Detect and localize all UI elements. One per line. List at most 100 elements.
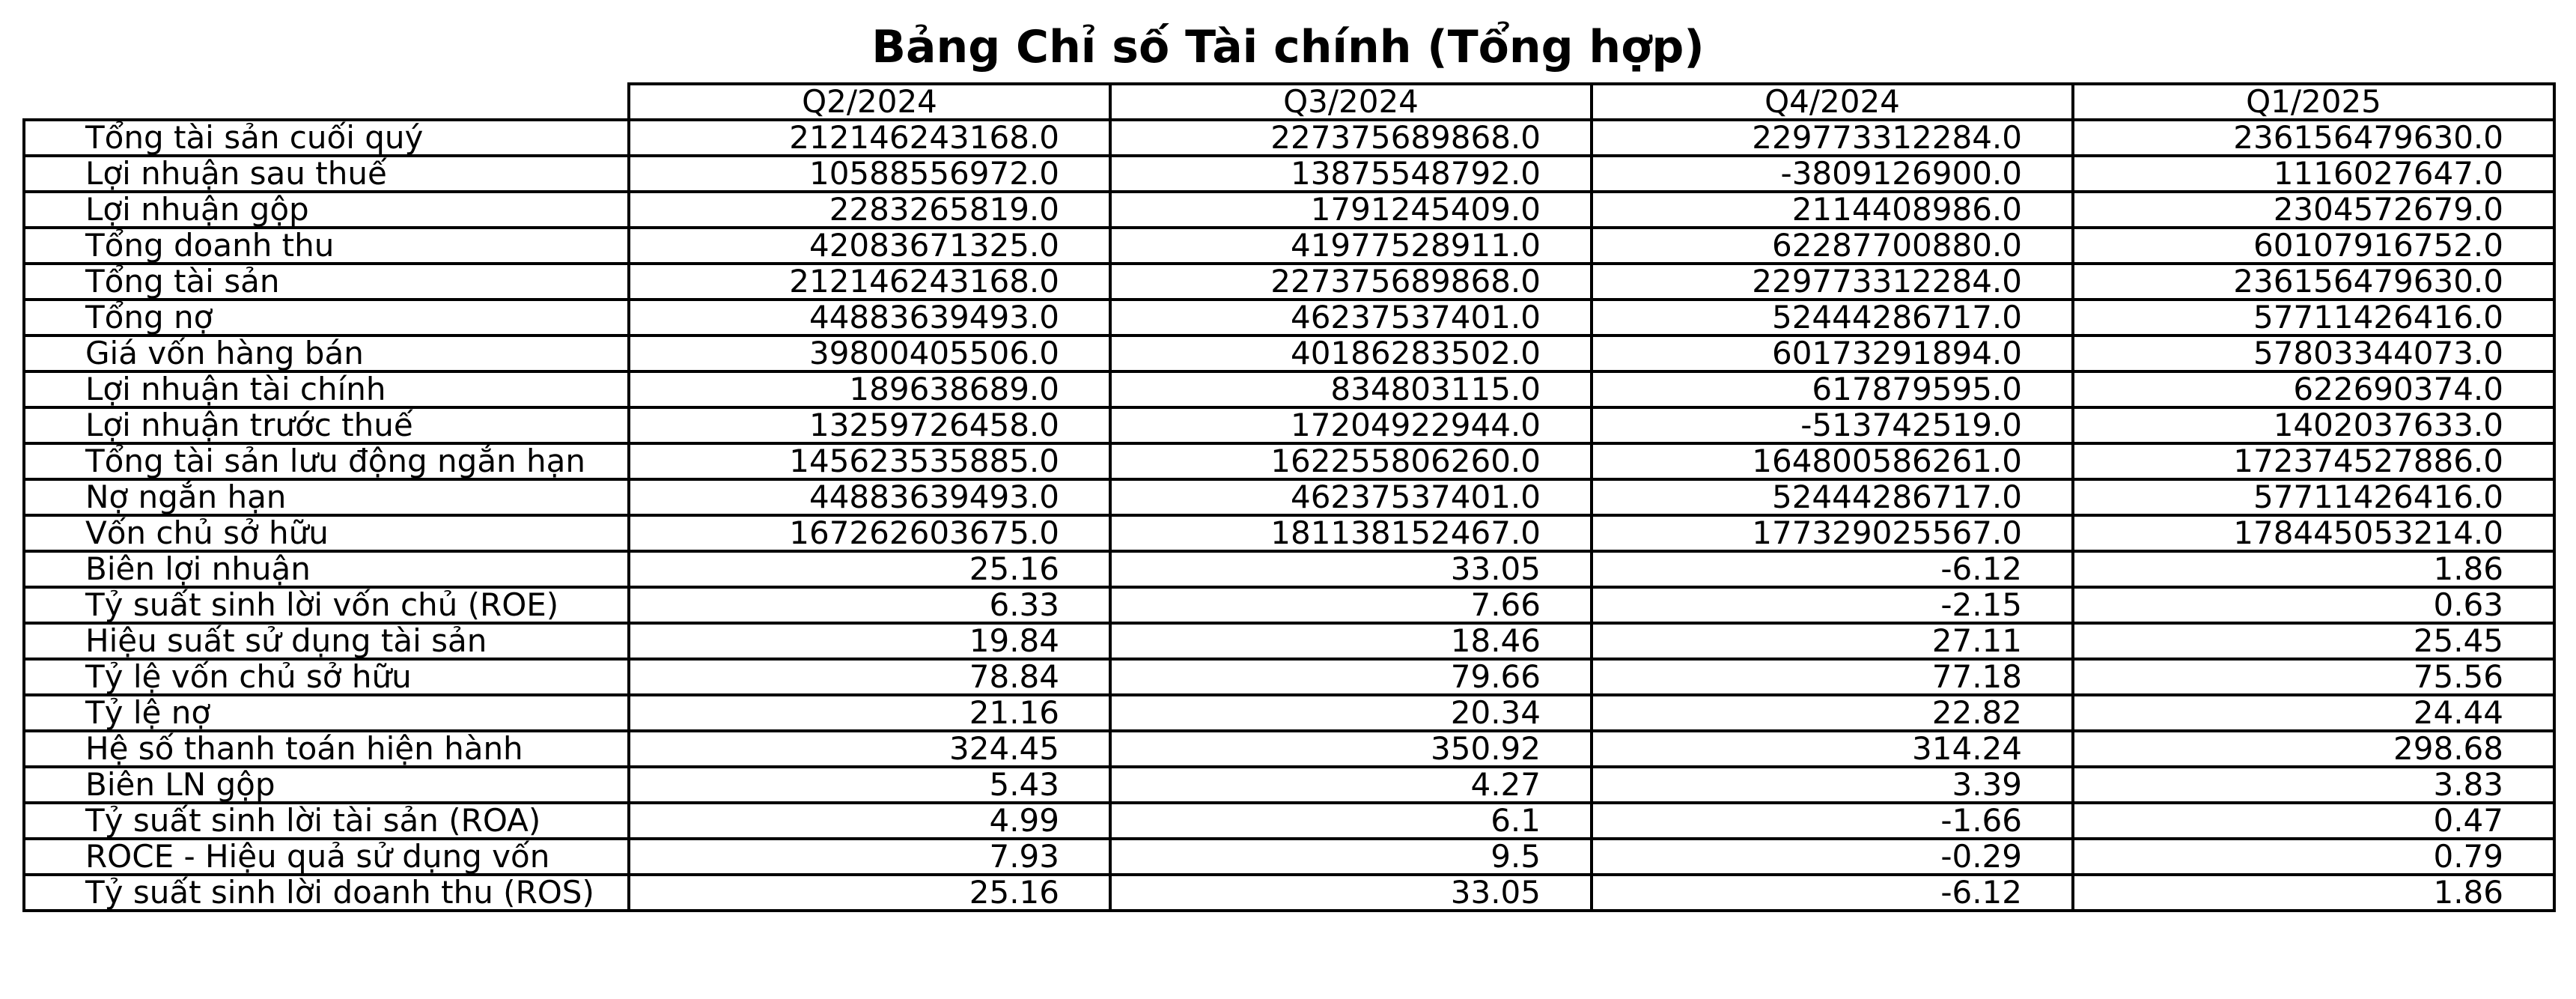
value-cell: 44883639493.0 bbox=[627, 478, 1112, 517]
table-row: Hệ số thanh toán hiện hành 324.45 350.92 31… bbox=[22, 729, 2556, 768]
column-header: Q3/2024 bbox=[1109, 82, 1593, 121]
value-cell: -6.12 bbox=[1590, 550, 2074, 589]
table-row: Hiệu suất sử dụng tài sản 19.84 18.46 27.11… bbox=[22, 622, 2556, 661]
value-cell: 46237537401.0 bbox=[1109, 298, 1593, 337]
row-label: Tỷ suất sinh lời vốn chủ (ROE) bbox=[22, 586, 630, 625]
table-row: Lợi nhuận trước thuế 13259726458.0 1720492… bbox=[22, 406, 2556, 445]
value-cell: 164800586261.0 bbox=[1590, 442, 2074, 481]
row-label: Hệ số thanh toán hiện hành bbox=[22, 729, 630, 768]
corner-cell bbox=[24, 84, 630, 121]
value-cell: 19.84 bbox=[627, 622, 1112, 661]
value-cell: 78.84 bbox=[627, 658, 1112, 696]
value-cell: 162255806260.0 bbox=[1109, 442, 1593, 481]
value-cell: 4.99 bbox=[627, 801, 1112, 840]
table-row: ROCE - Hiệu quả sử dụng vốn 7.93 9.5 -0.29 0… bbox=[22, 837, 2556, 876]
value-cell: 236156479630.0 bbox=[2071, 262, 2556, 301]
value-cell: 25.45 bbox=[2071, 622, 2556, 661]
value-cell: 77.18 bbox=[1590, 658, 2074, 696]
value-cell: 79.66 bbox=[1109, 658, 1593, 696]
value-cell: 62287700880.0 bbox=[1590, 226, 2074, 265]
value-cell: 6.1 bbox=[1109, 801, 1593, 840]
table-row: Biên lợi nhuận 25.16 33.05 -6.12 1.86 bbox=[22, 550, 2556, 589]
value-cell: -2.15 bbox=[1590, 586, 2074, 625]
value-cell: 17204922944.0 bbox=[1109, 406, 1593, 445]
value-cell: 2283265819.0 bbox=[627, 190, 1112, 229]
financial-ratio-table: Q2/2024 Q3/2024 Q4/2024 Q1/2025 Tổng tài… bbox=[22, 82, 2556, 912]
row-label: Tỷ lệ nợ bbox=[22, 693, 630, 732]
row-label: Tỷ suất sinh lời tài sản (ROA) bbox=[22, 801, 630, 840]
value-cell: 0.47 bbox=[2071, 801, 2556, 840]
row-label: Tỷ suất sinh lời doanh thu (ROS) bbox=[22, 873, 630, 912]
value-cell: 25.16 bbox=[627, 550, 1112, 589]
table-row: Vốn chủ sở hữu 167262603675.0 181138152467… bbox=[22, 514, 2556, 553]
value-cell: 1.86 bbox=[2071, 550, 2556, 589]
table-title: Bảng Chỉ số Tài chính (Tổng hợp) bbox=[871, 21, 1705, 73]
value-cell: 60107916752.0 bbox=[2071, 226, 2556, 265]
value-cell: 622690374.0 bbox=[2071, 370, 2556, 409]
value-cell: 229773312284.0 bbox=[1590, 118, 2074, 157]
value-cell: 167262603675.0 bbox=[627, 514, 1112, 553]
value-cell: -1.66 bbox=[1590, 801, 2074, 840]
value-cell: 236156479630.0 bbox=[2071, 118, 2556, 157]
value-cell: 5.43 bbox=[627, 765, 1112, 804]
table-row: Tổng doanh thu 42083671325.0 41977528911.0… bbox=[22, 226, 2556, 265]
value-cell: -3809126900.0 bbox=[1590, 154, 2074, 193]
value-cell: 18.46 bbox=[1109, 622, 1593, 661]
table-row: Tỷ suất sinh lời tài sản (ROA) 4.99 6.1 -1.… bbox=[22, 801, 2556, 840]
value-cell: 27.11 bbox=[1590, 622, 2074, 661]
value-cell: 57803344073.0 bbox=[2071, 334, 2556, 373]
row-label: ROCE - Hiệu quả sử dụng vốn bbox=[22, 837, 630, 876]
value-cell: 60173291894.0 bbox=[1590, 334, 2074, 373]
value-cell: 52444286717.0 bbox=[1590, 298, 2074, 337]
value-cell: 350.92 bbox=[1109, 729, 1593, 768]
value-cell: 10588556972.0 bbox=[627, 154, 1112, 193]
value-cell: 57711426416.0 bbox=[2071, 298, 2556, 337]
value-cell: 9.5 bbox=[1109, 837, 1593, 876]
value-cell: 314.24 bbox=[1590, 729, 2074, 768]
row-label: Tổng tài sản lưu động ngắn hạn bbox=[22, 442, 630, 481]
row-label: Tổng nợ bbox=[22, 298, 630, 337]
value-cell: 44883639493.0 bbox=[627, 298, 1112, 337]
value-cell: 1402037633.0 bbox=[2071, 406, 2556, 445]
value-cell: 227375689868.0 bbox=[1109, 118, 1593, 157]
row-label: Tổng tài sản bbox=[22, 262, 630, 301]
row-label: Tỷ lệ vốn chủ sở hữu bbox=[22, 658, 630, 696]
value-cell: 2304572679.0 bbox=[2071, 190, 2556, 229]
value-cell: 13875548792.0 bbox=[1109, 154, 1593, 193]
row-label: Nợ ngắn hạn bbox=[22, 478, 630, 517]
value-cell: 324.45 bbox=[627, 729, 1112, 768]
table-row: Tổng tài sản lưu động ngắn hạn 1456235358… bbox=[22, 442, 2556, 481]
value-cell: 3.83 bbox=[2071, 765, 2556, 804]
value-cell: 20.34 bbox=[1109, 693, 1593, 732]
value-cell: 13259726458.0 bbox=[627, 406, 1112, 445]
row-label: Tổng tài sản cuối quý bbox=[22, 118, 630, 157]
row-label: Giá vốn hàng bán bbox=[22, 334, 630, 373]
column-header: Q1/2025 bbox=[2071, 82, 2556, 121]
value-cell: 178445053214.0 bbox=[2071, 514, 2556, 553]
row-label: Lợi nhuận gộp bbox=[22, 190, 630, 229]
value-cell: 834803115.0 bbox=[1109, 370, 1593, 409]
table-row: Biên LN gộp 5.43 4.27 3.39 3.83 bbox=[22, 765, 2556, 804]
row-label: Lợi nhuận sau thuế bbox=[22, 154, 630, 193]
table-row: Lợi nhuận sau thuế 10588556972.0 138755487… bbox=[22, 154, 2556, 193]
row-label: Biên lợi nhuận bbox=[22, 550, 630, 589]
value-cell: 22.82 bbox=[1590, 693, 2074, 732]
value-cell: 21.16 bbox=[627, 693, 1112, 732]
value-cell: 189638689.0 bbox=[627, 370, 1112, 409]
value-cell: 4.27 bbox=[1109, 765, 1593, 804]
value-cell: -0.29 bbox=[1590, 837, 2074, 876]
row-label: Vốn chủ sở hữu bbox=[22, 514, 630, 553]
value-cell: 181138152467.0 bbox=[1109, 514, 1593, 553]
value-cell: 25.16 bbox=[627, 873, 1112, 912]
value-cell: 227375689868.0 bbox=[1109, 262, 1593, 301]
value-cell: 7.66 bbox=[1109, 586, 1593, 625]
column-header: Q2/2024 bbox=[627, 82, 1112, 121]
value-cell: 212146243168.0 bbox=[627, 262, 1112, 301]
table-row: Lợi nhuận tài chính 189638689.0 834803115.… bbox=[22, 370, 2556, 409]
table-row: Tỷ lệ nợ 21.16 20.34 22.82 24.44 bbox=[22, 693, 2556, 732]
value-cell: 172374527886.0 bbox=[2071, 442, 2556, 481]
column-header: Q4/2024 bbox=[1590, 82, 2074, 121]
value-cell: 33.05 bbox=[1109, 550, 1593, 589]
row-label: Biên LN gộp bbox=[22, 765, 630, 804]
value-cell: 145623535885.0 bbox=[627, 442, 1112, 481]
